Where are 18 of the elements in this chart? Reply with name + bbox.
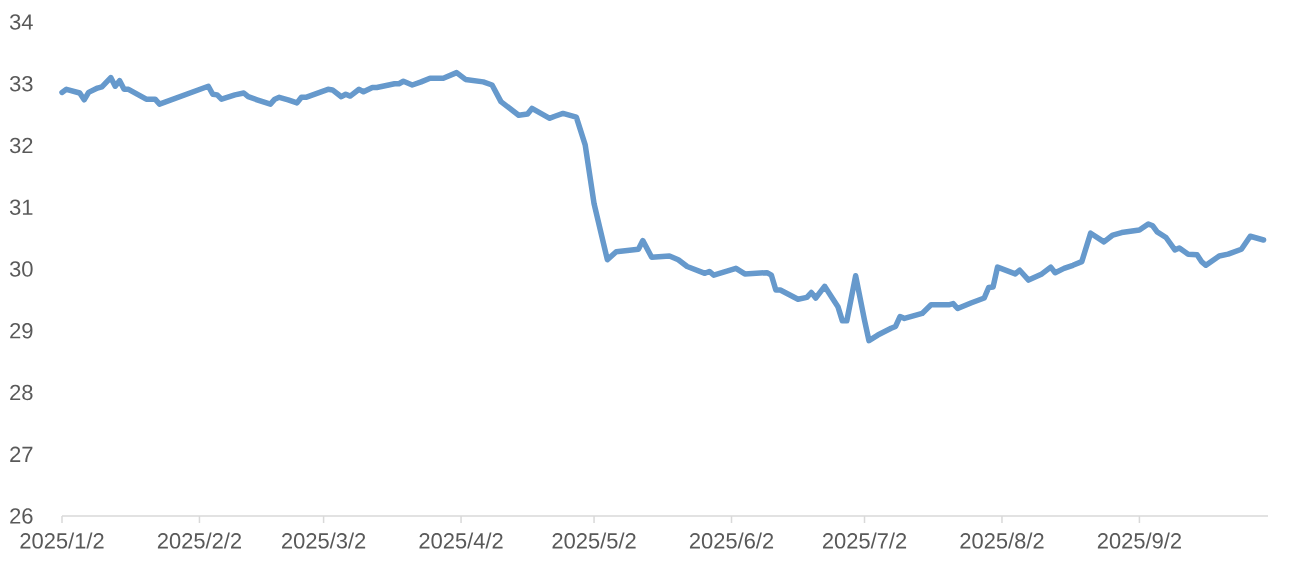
y-tick-label: 26	[10, 508, 33, 524]
y-tick-label: 30	[9, 261, 33, 277]
y-tick-label: 34	[9, 14, 33, 30]
x-tick-label: 2025/7/2	[822, 532, 907, 549]
x-tick-label: 2025/4/2	[419, 532, 503, 549]
x-tick-label: 2025/6/2	[689, 532, 774, 549]
y-tick-label: 27	[10, 446, 33, 462]
x-tick-label: 2025/8/2	[960, 532, 1044, 549]
x-tick-label: 2025/3/2	[282, 532, 366, 549]
y-tick-label: 29	[10, 322, 33, 339]
y-tick-label: 32	[9, 137, 33, 154]
x-tick-label: 2025/2/2	[157, 532, 241, 549]
y-tick-label: 33	[9, 75, 33, 92]
x-tick-label: 2025/1/2	[20, 532, 104, 549]
x-tick-label: 2025/9/2	[1097, 532, 1181, 549]
x-tick-label: 2025/5/2	[552, 532, 636, 549]
y-tick-label: 31	[9, 199, 33, 216]
y-tick-label: 28	[10, 384, 33, 401]
